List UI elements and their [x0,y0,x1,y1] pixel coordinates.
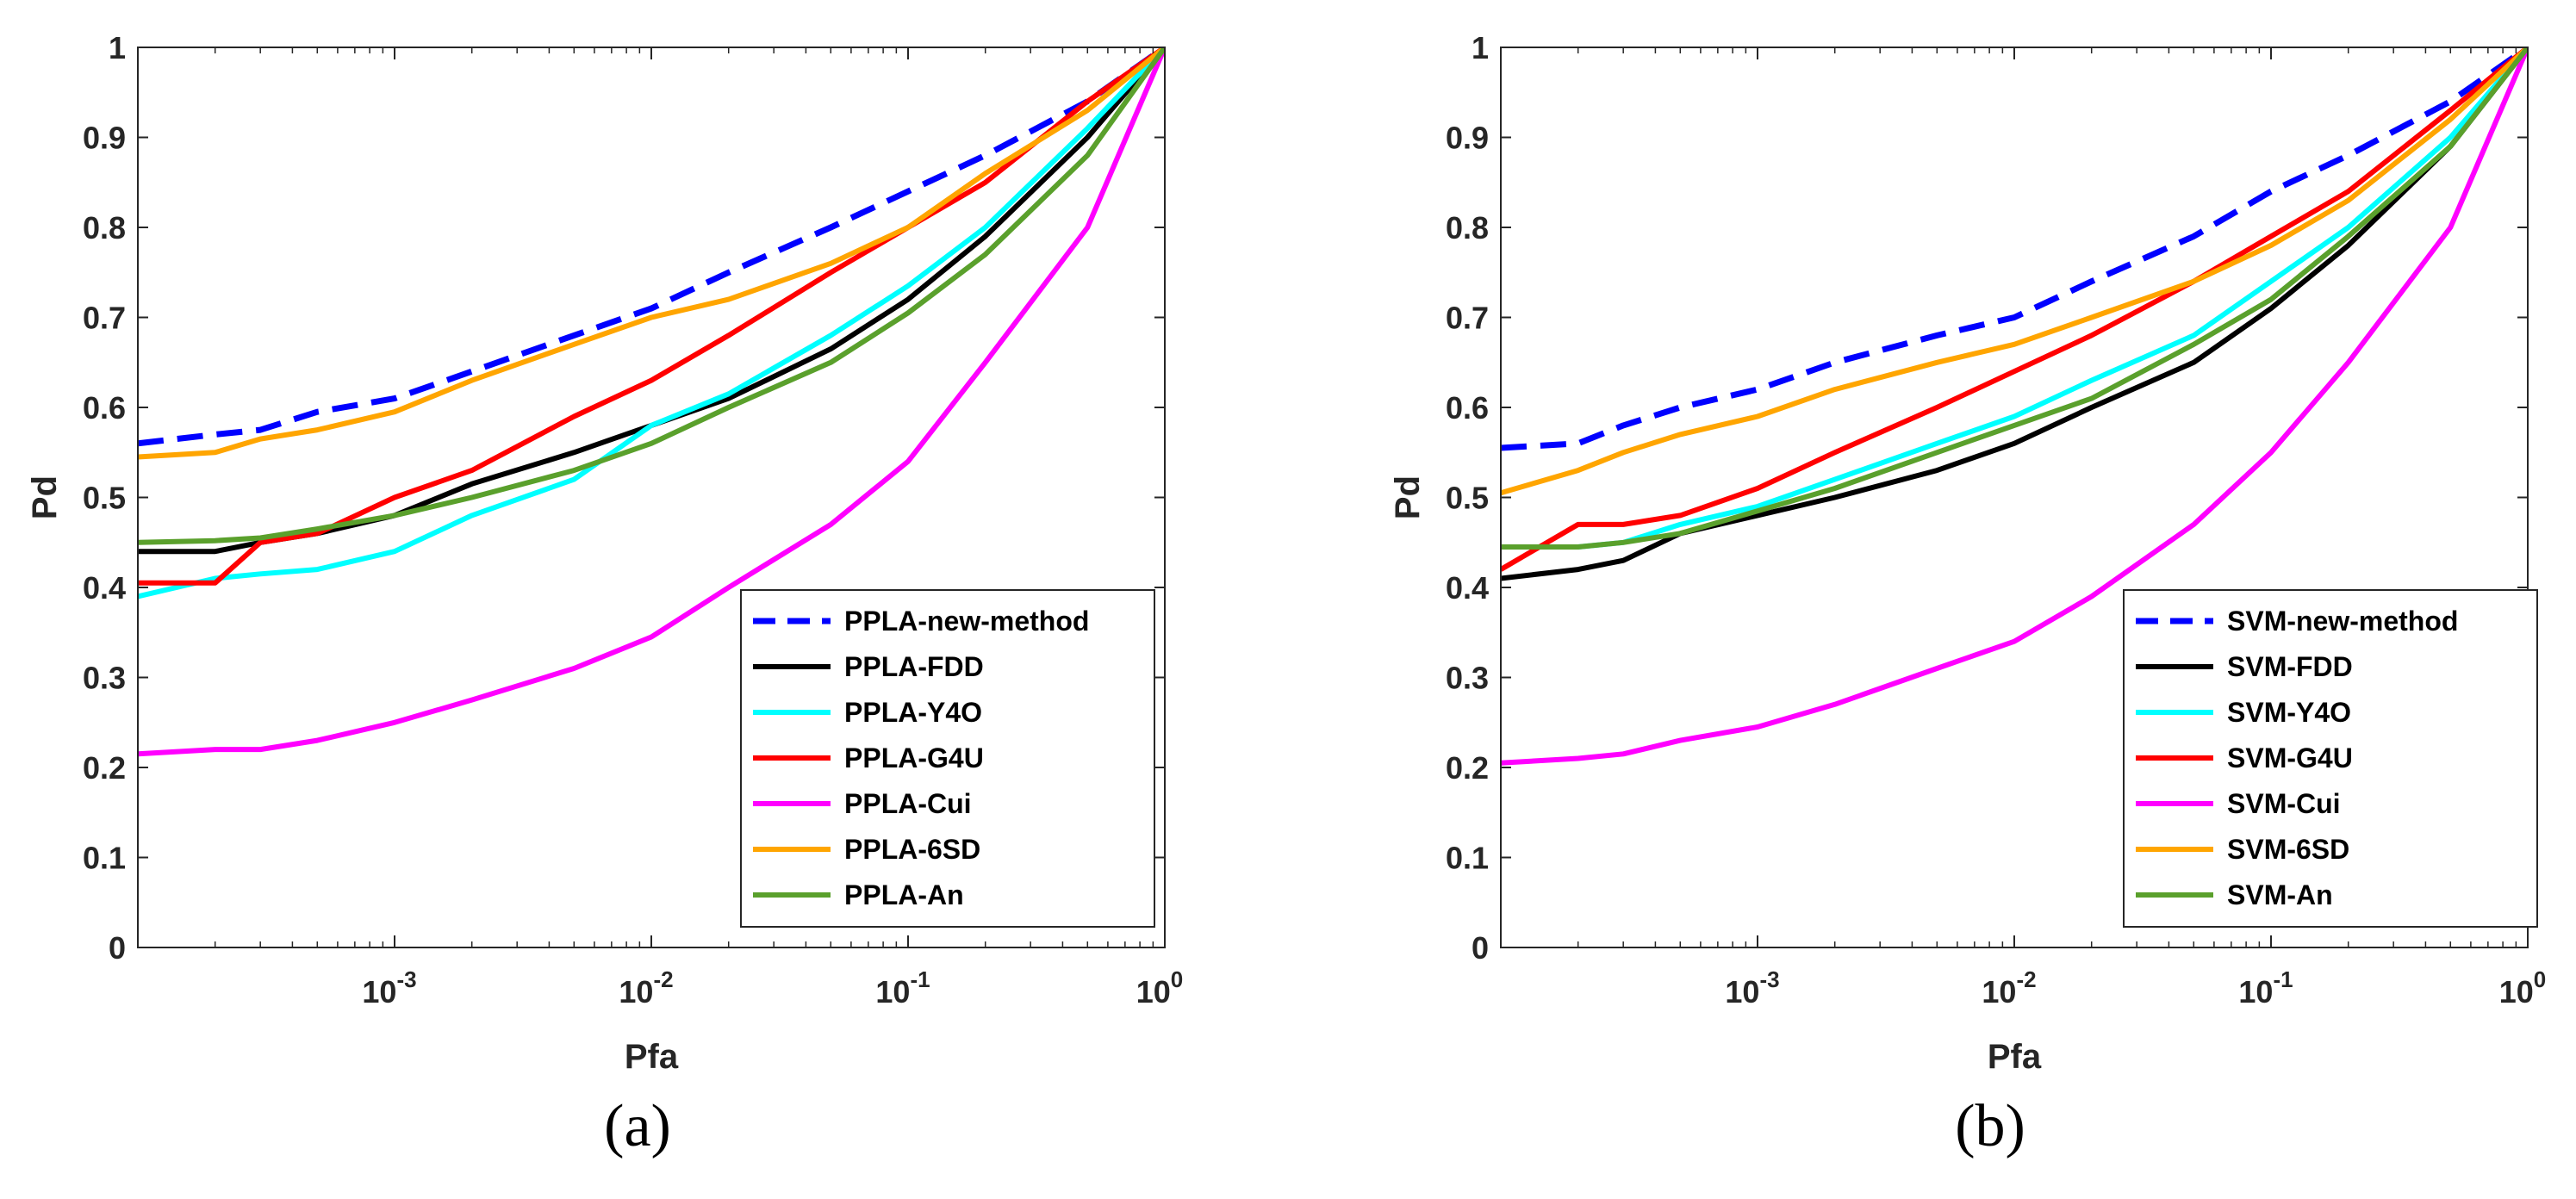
y-tick-label: 1 [1472,30,1489,65]
y-axis-label: Pd [26,475,64,519]
legend: SVM-new-method SVM-FDD SVM-Y4O SVM-G4U SVM-C… [2123,589,2538,928]
x-tick-base: 10 [1136,974,1171,1010]
legend-label: PPLA-G4U [844,742,984,773]
legend-label: SVM-An [2227,879,2333,910]
y-axis-label: Pd [1389,475,1427,519]
x-tick-exponent: -3 [1759,966,1779,992]
y-tick-label: 0.9 [83,121,126,156]
legend-label: SVM-Y4O [2227,697,2351,728]
series-line-svm-new-method [1501,47,2528,451]
x-tick-base: 10 [1725,974,1759,1010]
panel-caption: (a) [604,1093,671,1159]
x-tick-base: 10 [2499,974,2534,1010]
y-tick-label: 0.1 [83,841,126,876]
x-tick-label: 10-2 [1982,966,2036,1010]
x-tick-label: 100 [1136,966,1184,1010]
y-tick-label: 0.3 [83,661,126,696]
series-group [1501,47,2528,766]
x-tick-base: 10 [2238,974,2273,1010]
y-tick-label: 0.4 [83,570,126,606]
y-tick-label: 0.1 [1446,841,1489,876]
legend-label: SVM-new-method [2227,606,2458,637]
series-line-svm-cui [1501,47,2528,766]
legend: PPLA-new-method PPLA-FDD PPLA-Y4O PPLA-G4U P… [740,589,1155,928]
y-tick-label: 0.3 [1446,661,1489,696]
y-tick-label: 0.4 [1446,570,1489,606]
series-line-svm-6sd [1501,47,2528,496]
x-tick-exponent: -1 [910,966,930,992]
x-tick-exponent: -2 [653,966,673,992]
legend-label: PPLA-FDD [844,651,984,682]
legend-label: SVM-G4U [2227,742,2353,773]
series-line-svm-an [1501,47,2528,550]
x-tick-label: 10-2 [619,966,673,1010]
y-tick-label: 0.6 [83,390,126,426]
y-tick-label: 0.5 [83,481,126,516]
x-tick-label: 10-3 [362,966,416,1010]
panel-caption: (b) [1955,1093,2025,1159]
x-axis-label: Pfa [1988,1038,2042,1076]
legend-label: SVM-Cui [2227,788,2341,819]
x-tick-exponent: -1 [2273,966,2293,992]
x-tick-base: 10 [619,974,653,1010]
x-tick-base: 10 [875,974,910,1010]
series-group [138,47,1165,757]
x-tick-exponent: -3 [396,966,416,992]
y-tick-label: 0.7 [83,301,126,336]
x-axis-label: Pfa [625,1038,679,1076]
y-tick-label: 0.8 [83,210,126,245]
y-tick-label: 0.2 [83,750,126,786]
series-line-svm-fdd [1501,47,2528,581]
series-line-svm-g4u [1501,47,2528,572]
y-tick-label: 1 [109,30,126,65]
legend-label: SVM-6SD [2227,834,2349,865]
y-tick-label: 0.8 [1446,210,1489,245]
x-tick-label: 10-1 [2238,966,2293,1010]
legend-label: PPLA-6SD [844,834,980,865]
y-tick-label: 0 [1472,930,1489,966]
y-tick-label: 0 [109,930,126,966]
series-line-ppla-cui [138,47,1165,757]
y-tick-label: 0.2 [1446,750,1489,786]
series-line-ppla-6sd [138,47,1165,460]
y-tick-label: 0.9 [1446,121,1489,156]
legend-label: SVM-FDD [2227,651,2353,682]
x-tick-exponent: 0 [2534,966,2546,992]
legend-label: PPLA-Y4O [844,697,982,728]
x-tick-base: 10 [1982,974,2016,1010]
x-tick-exponent: -2 [2016,966,2036,992]
x-tick-label: 10-3 [1725,966,1779,1010]
legend-label: PPLA-new-method [844,606,1089,637]
y-tick-label: 0.7 [1446,301,1489,336]
series-line-ppla-an [138,47,1165,545]
series-line-ppla-y4o [138,47,1165,600]
legend-label: PPLA-An [844,879,964,910]
x-tick-label: 10-1 [875,966,930,1010]
legend-label: PPLA-Cui [844,788,972,819]
series-line-ppla-g4u [138,47,1165,586]
x-tick-exponent: 0 [1171,966,1183,992]
y-tick-label: 0.5 [1446,481,1489,516]
x-tick-label: 100 [2499,966,2547,1010]
series-line-ppla-new-method [138,47,1165,447]
y-tick-label: 0.6 [1446,390,1489,426]
x-tick-base: 10 [362,974,396,1010]
